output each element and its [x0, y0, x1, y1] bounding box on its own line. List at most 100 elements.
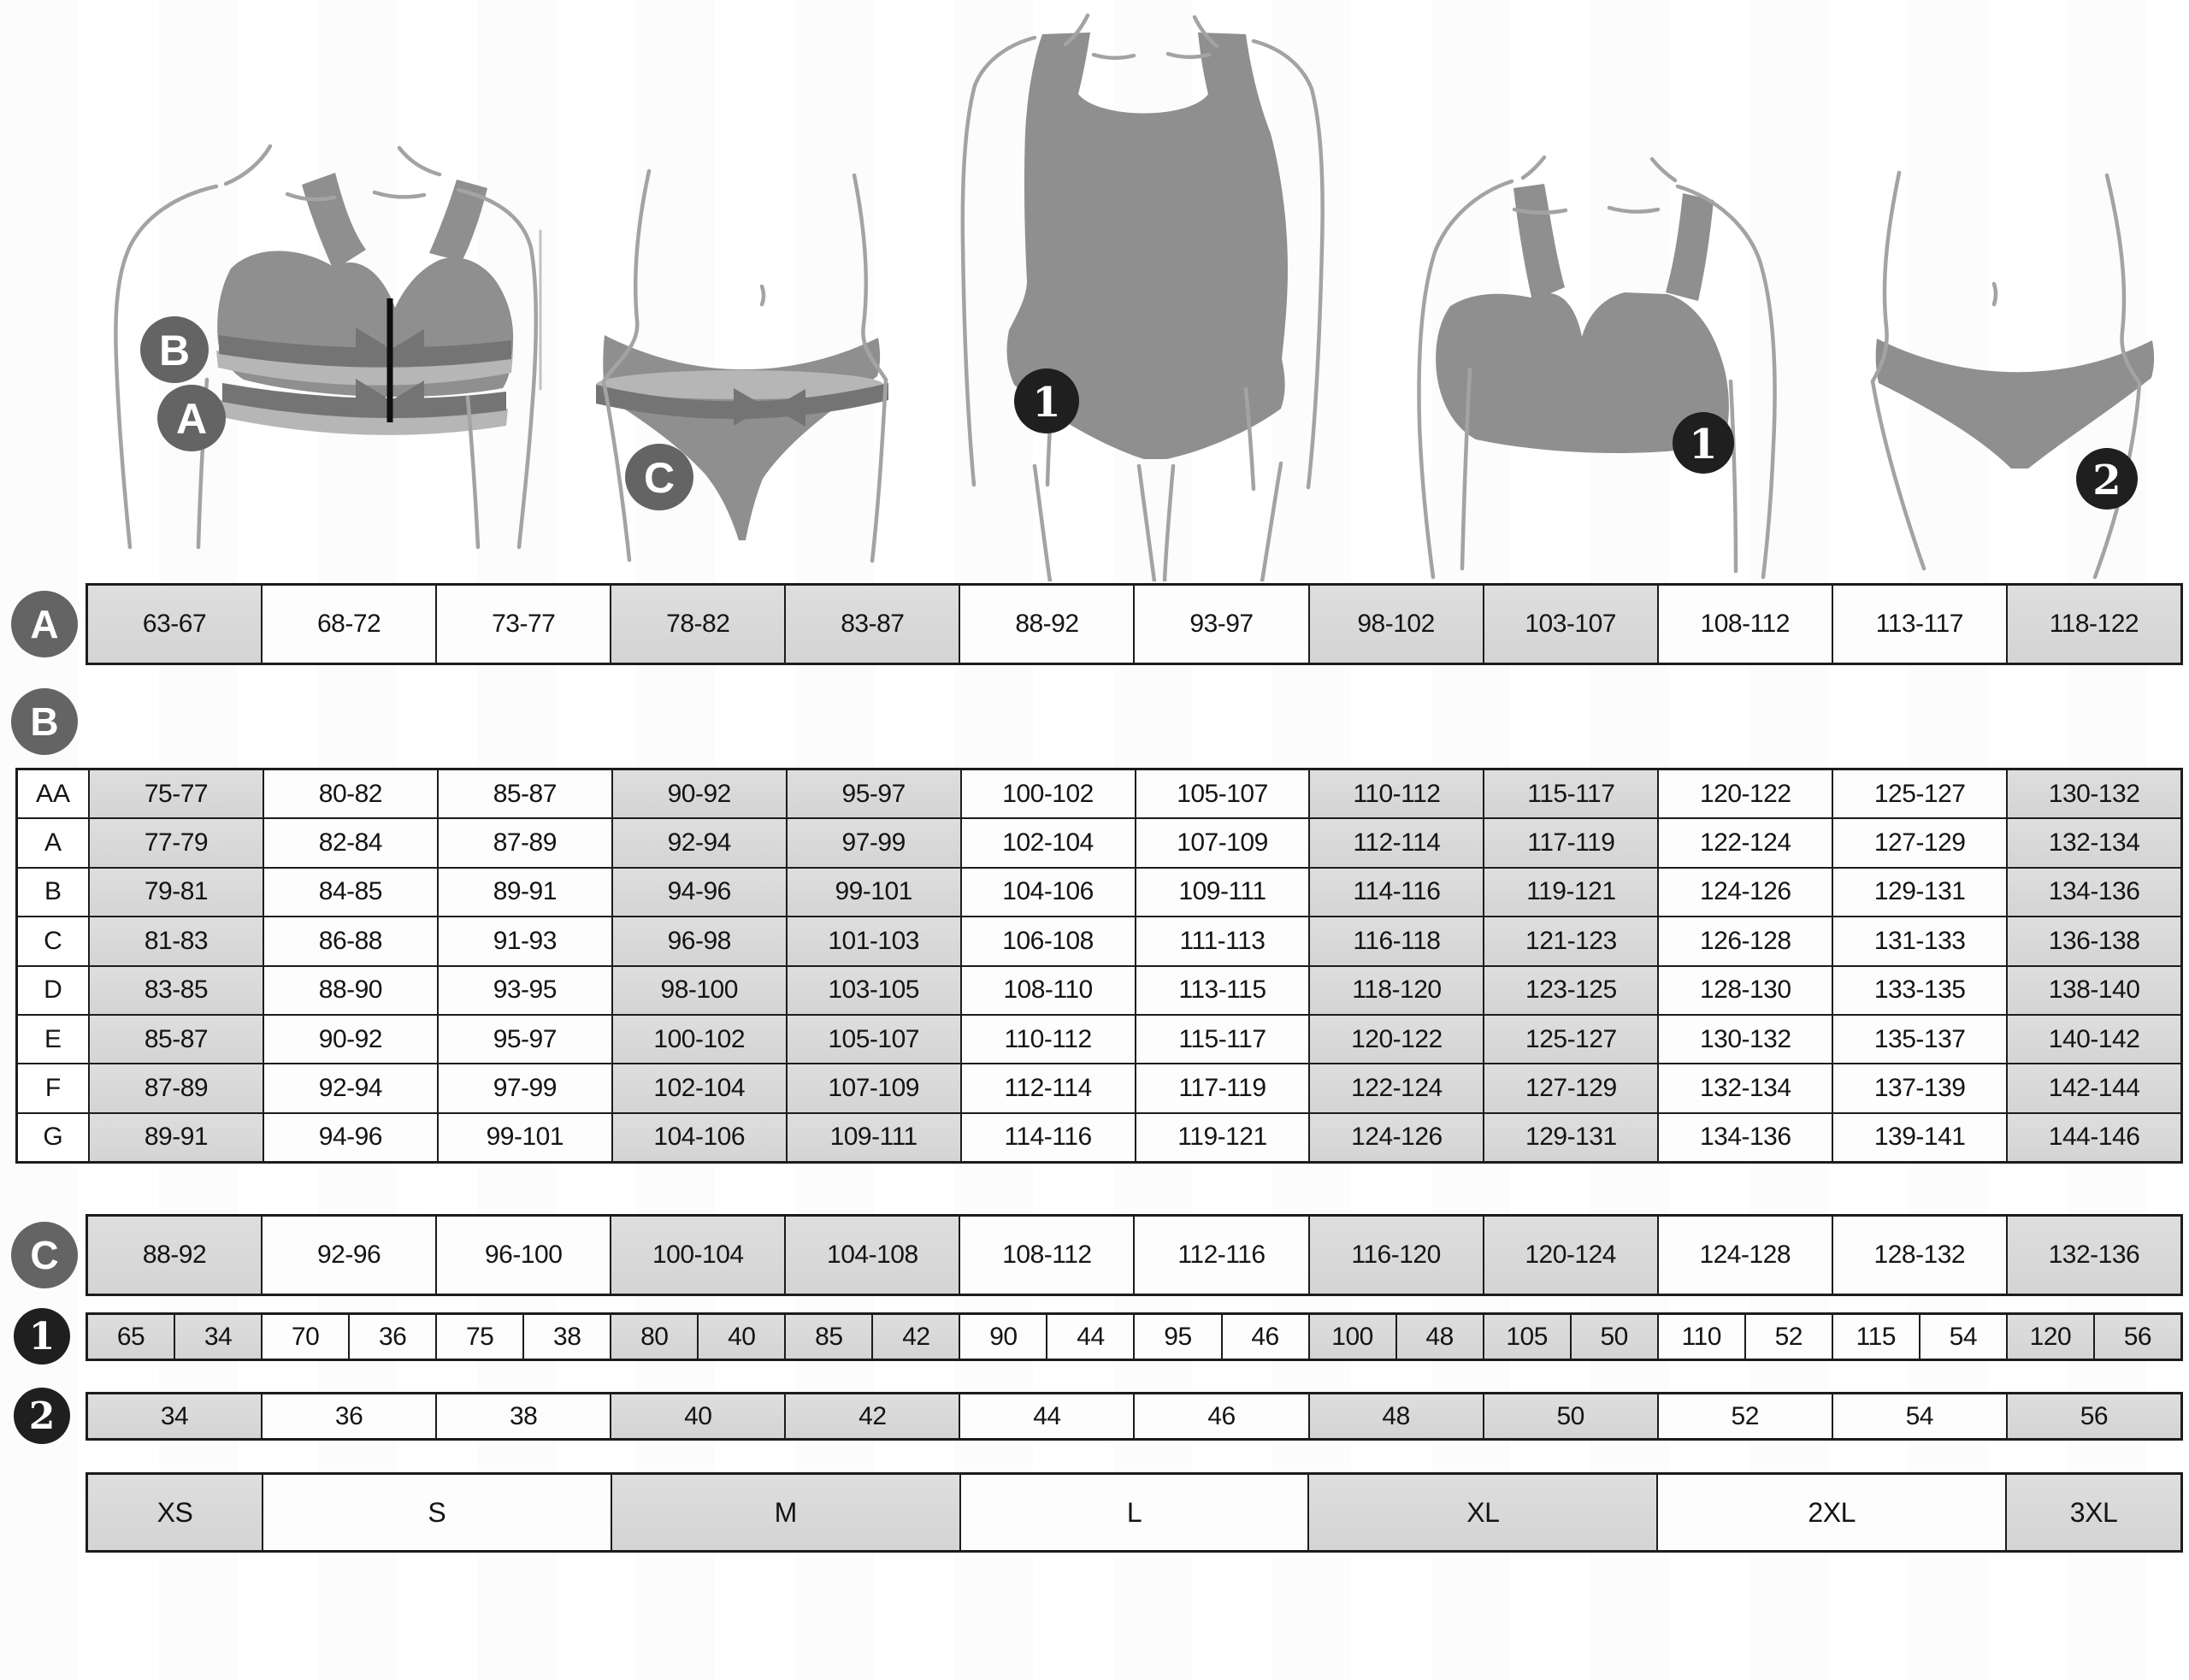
arm-left-inner	[1460, 367, 1472, 571]
leg-right-inner	[1162, 463, 1176, 581]
bust-cell: 104-106	[959, 868, 1135, 917]
bust-cell: 103-105	[785, 966, 960, 1014]
bust-row-d: D 83-85 88-90 93-95 98-100 103-105 108-110 113…	[18, 964, 2181, 1014]
dress-size-cell: 46	[1220, 1315, 1308, 1359]
hips-cell: 116-120	[1307, 1217, 1483, 1294]
bust-cell: 129-131	[1483, 1113, 1658, 1161]
bust-cell: 124-126	[1308, 1113, 1484, 1161]
badge-b-circle	[140, 316, 209, 383]
international-size-cell: M	[610, 1475, 959, 1550]
bra-size-pair: 90 44	[959, 1315, 1134, 1359]
bust-cell: 93-95	[436, 966, 611, 1014]
hips-cell: 100-104	[610, 1217, 785, 1294]
hips-band-shadow	[596, 370, 883, 399]
badge-2-circle	[2076, 448, 2138, 510]
bust-cell: 118-120	[1308, 966, 1484, 1014]
cup-label: G	[18, 1113, 88, 1161]
bust-cell: 105-107	[1134, 770, 1309, 818]
bust-cell: 75-77	[88, 770, 263, 818]
bust-cell: 83-85	[88, 966, 263, 1014]
bust-cell: 112-114	[1308, 819, 1484, 867]
numeric-size-cell: 54	[1831, 1394, 2006, 1438]
table-badge-bust: B	[11, 688, 78, 755]
bust-cell: 136-138	[2006, 917, 2181, 965]
collarbone-left	[1512, 207, 1568, 215]
international-size-cell: 2XL	[1656, 1475, 2006, 1550]
bra-size-pair: 80 40	[610, 1315, 785, 1359]
row-badge-underbust: A	[11, 591, 78, 657]
cup-label: A	[18, 819, 88, 867]
bra-size-pair: 95 46	[1133, 1315, 1308, 1359]
bust-cell: 100-102	[611, 1015, 786, 1064]
badge-c-circle	[625, 444, 693, 510]
thigh-line-left	[1870, 379, 1926, 571]
bust-cell: 113-115	[1134, 966, 1309, 1014]
bust-cell: 81-83	[88, 917, 263, 965]
waist-line-right	[852, 173, 888, 382]
bust-cell: 119-121	[1134, 1113, 1309, 1161]
bust-cell: 119-121	[1483, 868, 1658, 917]
underbust-cell: 108-112	[1656, 586, 1832, 663]
row-badge-bra-size: 1	[14, 1308, 70, 1365]
bust-arrow-left	[356, 327, 386, 365]
bust-cell: 132-134	[2006, 819, 2181, 867]
arm-right-inner	[1728, 379, 1738, 574]
bust-cell: 95-97	[785, 770, 960, 818]
underbust-cell: 93-97	[1133, 586, 1308, 663]
band-size-cell: 105	[1484, 1315, 1570, 1359]
numeric-size-cell: 34	[88, 1394, 262, 1438]
panties-illustration: 2	[1870, 170, 2155, 580]
bust-cell: 99-101	[785, 868, 960, 917]
band-size-cell: 80	[611, 1315, 698, 1359]
band-size-cell: 70	[263, 1315, 349, 1359]
numeric-size-row: 34 36 38 40 42 44 46 48 50 52 54 56	[86, 1392, 2183, 1441]
bust-cell: 96-98	[611, 917, 786, 965]
bust-cell: 85-87	[436, 770, 611, 818]
bust-cell: 139-141	[1832, 1113, 2007, 1161]
bust-cell: 123-125	[1483, 966, 1658, 1014]
band-size-cell: 120	[2007, 1315, 2093, 1359]
hips-cell: 88-92	[88, 1217, 262, 1294]
cup-label: D	[18, 966, 88, 1014]
hips-cell: 104-108	[784, 1217, 959, 1294]
collarbone-left	[285, 192, 337, 202]
bust-cell: 117-119	[1483, 819, 1658, 867]
bust-cell: 86-88	[262, 917, 437, 965]
arm-right-inner	[465, 395, 481, 550]
hips-cell: 96-100	[435, 1217, 611, 1294]
band-size-cell: 65	[88, 1315, 174, 1359]
badge-2-label: 2	[2092, 457, 2121, 504]
cup-label: C	[18, 917, 88, 965]
dress-size-cell: 56	[2092, 1315, 2180, 1359]
hips-cell: 112-116	[1133, 1217, 1308, 1294]
bust-cell: 90-92	[262, 1015, 437, 1064]
underbust-cell: 68-72	[261, 586, 436, 663]
bust-band-shadow	[216, 351, 513, 386]
bust-cell: 134-136	[1657, 1113, 1832, 1161]
bust-cell: 97-99	[436, 1064, 611, 1112]
bust-row-g: G 89-91 94-96 99-101 104-106 109-111 114-116 1…	[18, 1111, 2181, 1161]
international-size-cell: 3XL	[2005, 1475, 2180, 1550]
bust-cell: 114-116	[959, 1113, 1135, 1161]
international-size-cell: S	[261, 1475, 611, 1550]
bust-cell: 95-97	[436, 1015, 611, 1064]
bust-arrow-right	[393, 329, 424, 367]
numeric-size-cell: 36	[261, 1394, 436, 1438]
dress-size-cell: 52	[1744, 1315, 1832, 1359]
band-size-cell: 75	[437, 1315, 523, 1359]
cup-label: E	[18, 1015, 88, 1064]
neck-line-right	[397, 145, 442, 177]
bust-cell: 115-117	[1134, 1015, 1309, 1064]
bust-cell: 120-122	[1308, 1015, 1484, 1064]
waist-line-left	[601, 168, 652, 384]
hips-row: 88-92 92-96 96-100 100-104 104-108 108-112 112…	[86, 1214, 2183, 1296]
bust-cell: 102-104	[611, 1064, 786, 1112]
collarbone-right	[372, 190, 427, 199]
bust-cell: 92-94	[611, 819, 786, 867]
thigh-line-left	[601, 379, 632, 563]
numeric-size-cell: 50	[1482, 1394, 1657, 1438]
bust-cell: 90-92	[611, 770, 786, 818]
bust-cell: 129-131	[1832, 868, 2007, 917]
bra-size-pair: 105 50	[1482, 1315, 1657, 1359]
bra-strap-left	[302, 173, 366, 270]
